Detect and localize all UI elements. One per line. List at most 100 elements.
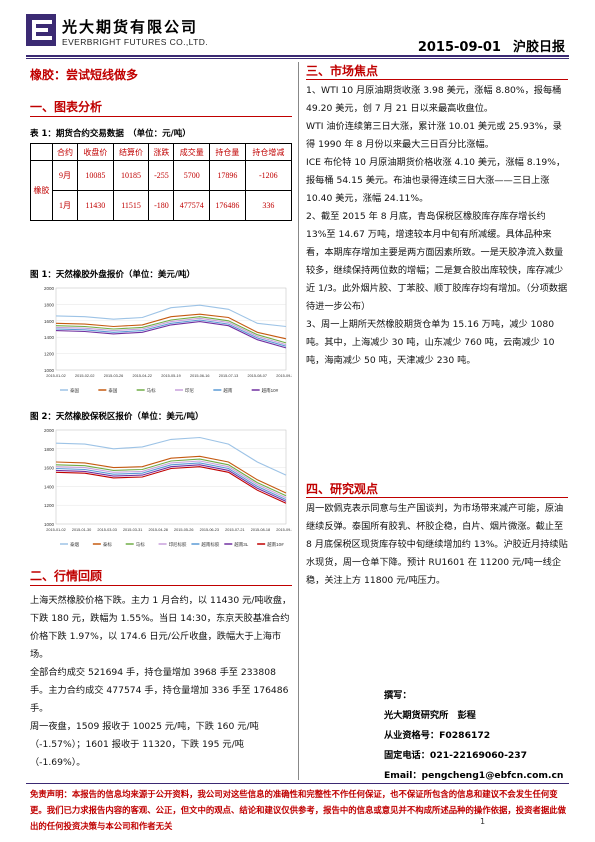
legend-label: 马标 — [147, 387, 156, 394]
table-row: 1月 11430 11515 -180 477574 176486 336 — [31, 190, 293, 221]
report-type: 沪胶日报 — [512, 40, 565, 55]
table-header-cell: 持仓量 — [209, 143, 246, 161]
series-line — [55, 460, 287, 499]
y-tick-label: 1200 — [44, 352, 55, 357]
header-rule — [26, 55, 569, 57]
x-tick-label: 2015-05-26 — [174, 528, 193, 532]
table-header-cell: 收盘价 — [77, 143, 114, 161]
x-tick-label: 2015-01-02 — [46, 528, 65, 532]
x-tick-label: 2015-03-26 — [104, 374, 123, 378]
table-cell: 10185 — [112, 160, 150, 191]
series-line — [55, 464, 287, 502]
section-heading-view: 四、研究观点 — [306, 482, 379, 496]
x-tick-label: 2015-09-15 — [276, 528, 292, 532]
table-header-cell: 成交量 — [173, 143, 211, 161]
report-date: 2015-09-01 — [417, 40, 501, 55]
report-title: 橡胶：尝试短线做多 — [30, 68, 139, 82]
author-label: 撰写： — [384, 690, 412, 701]
section-rule — [30, 585, 292, 586]
table-cell: -1206 — [244, 160, 293, 191]
view-paragraph: 周一欧佩克表示同意与生产国谈判，为市场带来减产可能，原油继续反弹。泰国所有胶乳、… — [306, 503, 568, 586]
y-tick-label: 1800 — [44, 447, 55, 452]
view-text: 周一欧佩克表示同意与生产国谈判，为市场带来减产可能，原油继续反弹。泰国所有胶乳、… — [306, 500, 568, 590]
legend-label: 泰烟 — [70, 541, 79, 548]
table-row: 橡胶 9月 10085 10185 -255 5700 17896 -1206 — [30, 160, 293, 221]
legend-label: 越南10# — [267, 541, 284, 548]
table-cell: 5700 — [173, 160, 211, 191]
focus-paragraph: 3、周一上期所天然橡胶期货仓单为 15.16 万吨，减少 1080 吨。其中，上… — [306, 319, 555, 366]
x-tick-label: 2015-09-28 — [276, 374, 292, 378]
y-tick-label: 1400 — [44, 484, 55, 489]
table-cell: -180 — [148, 190, 175, 221]
series-line — [55, 313, 287, 340]
table-cell: 17896 — [209, 160, 246, 191]
section-rule — [306, 79, 568, 80]
table-cell: 9月 — [51, 160, 79, 191]
series-line — [55, 321, 287, 349]
series-line — [55, 317, 287, 346]
legend-label: 泰国 — [108, 387, 117, 394]
focus-text: 1、WTI 10 月原油期货收涨 3.98 美元，涨幅 8.80%，报每桶 49… — [306, 82, 568, 370]
legend-label: 越南 — [223, 387, 232, 394]
x-tick-label: 2015-07-13 — [219, 374, 238, 378]
table-header-cell: 合约 — [51, 143, 79, 161]
table-header-cell: 持仓增减 — [244, 143, 293, 161]
table-cell: 10085 — [77, 160, 114, 191]
y-tick-label: 1400 — [44, 335, 55, 340]
legend-label: 泰标 — [103, 541, 112, 548]
y-tick-label: 1600 — [44, 466, 55, 471]
table-header-cell: 结算价 — [112, 143, 150, 161]
y-tick-label: 1200 — [44, 503, 55, 508]
table-cell: 1月 — [51, 190, 79, 221]
table-cell: 477574 — [173, 190, 211, 221]
figure1-caption: 图 1：天然橡胶外盘报价（单位：美元/吨） — [30, 270, 195, 280]
y-tick-label: 1000 — [44, 368, 55, 373]
author-license: 从业资格号：F0286172 — [384, 730, 491, 741]
author-email[interactable]: Email：pengcheng1@ebfcn.com.cn — [384, 770, 564, 781]
focus-paragraph: 2、截至 2015 年 8 月底，青岛保税区橡胶库存库存增长约 13%至 14.… — [306, 211, 568, 312]
table-row-label: 橡胶 — [30, 160, 53, 221]
author-phone: 固定电话：021-22169060-237 — [384, 750, 528, 761]
header-rule-thin — [26, 58, 569, 59]
x-tick-label: 2015-04-22 — [133, 374, 152, 378]
disclaimer-rule — [26, 783, 569, 829]
x-tick-label: 2015-05-19 — [161, 374, 180, 378]
legend-label: 印尼标胶 — [169, 541, 187, 548]
y-tick-label: 2000 — [44, 286, 55, 291]
section-heading-review: 二、行情回顾 — [30, 569, 103, 583]
legend-label: 越南10# — [262, 387, 279, 394]
focus-paragraph: ICE 布伦特 10 月原油期货价格收涨 4.10 美元，涨幅 8.19%，报每… — [306, 157, 566, 204]
x-tick-label: 2015-06-23 — [200, 528, 219, 532]
x-tick-label: 2015-04-28 — [149, 528, 168, 532]
report-date-line: 2015-09-01 沪胶日报 — [418, 36, 565, 55]
company-name-en: EVERBRIGHT FUTURES CO.,LTD. — [62, 37, 209, 47]
table-cell: 176486 — [209, 190, 246, 221]
section-rule — [306, 497, 568, 498]
series-line — [55, 316, 287, 344]
legend-label: 印尼 — [185, 387, 194, 394]
table-header-cell: 涨跌 — [148, 143, 175, 161]
x-tick-label: 2015-01-30 — [72, 528, 91, 532]
x-tick-label: 2015-02-02 — [75, 374, 94, 378]
disclaimer-text: 免责声明：本报告的信息均来源于公开资料，我公司对这些信息的准确性和完整性不作任何… — [30, 789, 566, 831]
column-divider — [298, 62, 299, 780]
section-rule — [30, 116, 292, 117]
review-paragraph: 上海天然橡胶价格下跌。主力 1 月合约，以 11430 元/吨收盘，下跌 180… — [30, 595, 292, 660]
figure2-caption: 图 2：天然橡胶保税区报价（单位：美元/吨） — [30, 412, 204, 422]
table-cell: 336 — [244, 190, 293, 221]
y-tick-label: 1600 — [44, 319, 55, 324]
legend-label: 越南3L — [234, 541, 249, 548]
x-tick-label: 2015-01-02 — [46, 374, 65, 378]
series-line — [55, 436, 287, 476]
legend-label: 越南标胶 — [201, 541, 219, 548]
section-heading-charts: 一、图表分析 — [30, 100, 103, 114]
table-caption: 表 1：期货合约交易数据 （单位：元/吨） — [30, 129, 191, 139]
company-name-cn: 光大期货有限公司 — [62, 18, 199, 36]
focus-paragraph: WTI 油价连续第三日大涨，累计涨 10.01 美元或 25.93%，录得 19… — [306, 121, 562, 150]
x-tick-label: 2015-08-18 — [251, 528, 270, 532]
y-tick-label: 2000 — [44, 428, 55, 433]
legend-label: 马标 — [136, 541, 145, 548]
legend-label: 泰国 — [70, 387, 79, 394]
everbright-logo — [26, 14, 56, 46]
